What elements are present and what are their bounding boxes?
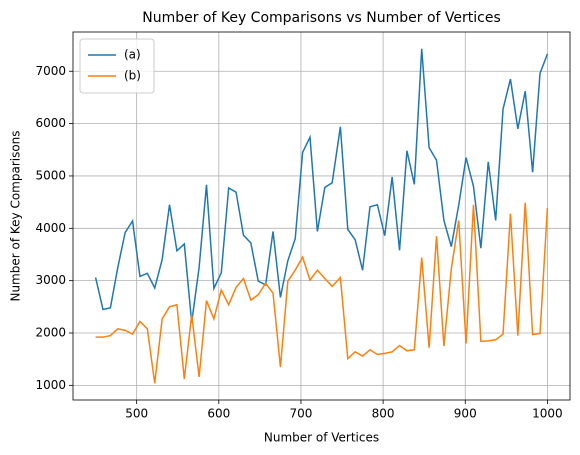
y-axis-label: Number of Key Comparisons	[9, 130, 23, 301]
y-tick-label: 6000	[35, 116, 66, 130]
y-tick-label: 2000	[35, 325, 66, 339]
y-tick-label: 3000	[35, 273, 66, 287]
data-line	[94, 48, 549, 323]
legend-label: (b)	[124, 69, 141, 83]
x-tick-label: 600	[207, 407, 230, 421]
x-axis-label: Number of Vertices	[264, 431, 379, 445]
x-tick-label: 700	[290, 407, 313, 421]
data-line	[95, 202, 549, 384]
x-tick-label: 900	[454, 407, 477, 421]
y-tick-label: 5000	[35, 168, 66, 182]
x-tick-label: 800	[372, 407, 395, 421]
plot-frame	[72, 31, 571, 401]
chart-title: Number of Key Comparisons vs Number of V…	[142, 10, 501, 26]
y-tick-label: 1000	[35, 378, 66, 392]
x-tick-label: 1000	[532, 407, 563, 421]
x-tick-label: 500	[125, 407, 148, 421]
y-tick-label: 7000	[35, 64, 66, 78]
legend-box	[79, 38, 155, 94]
legend-label: (a)	[124, 48, 141, 62]
y-tick-label: 4000	[35, 221, 66, 235]
